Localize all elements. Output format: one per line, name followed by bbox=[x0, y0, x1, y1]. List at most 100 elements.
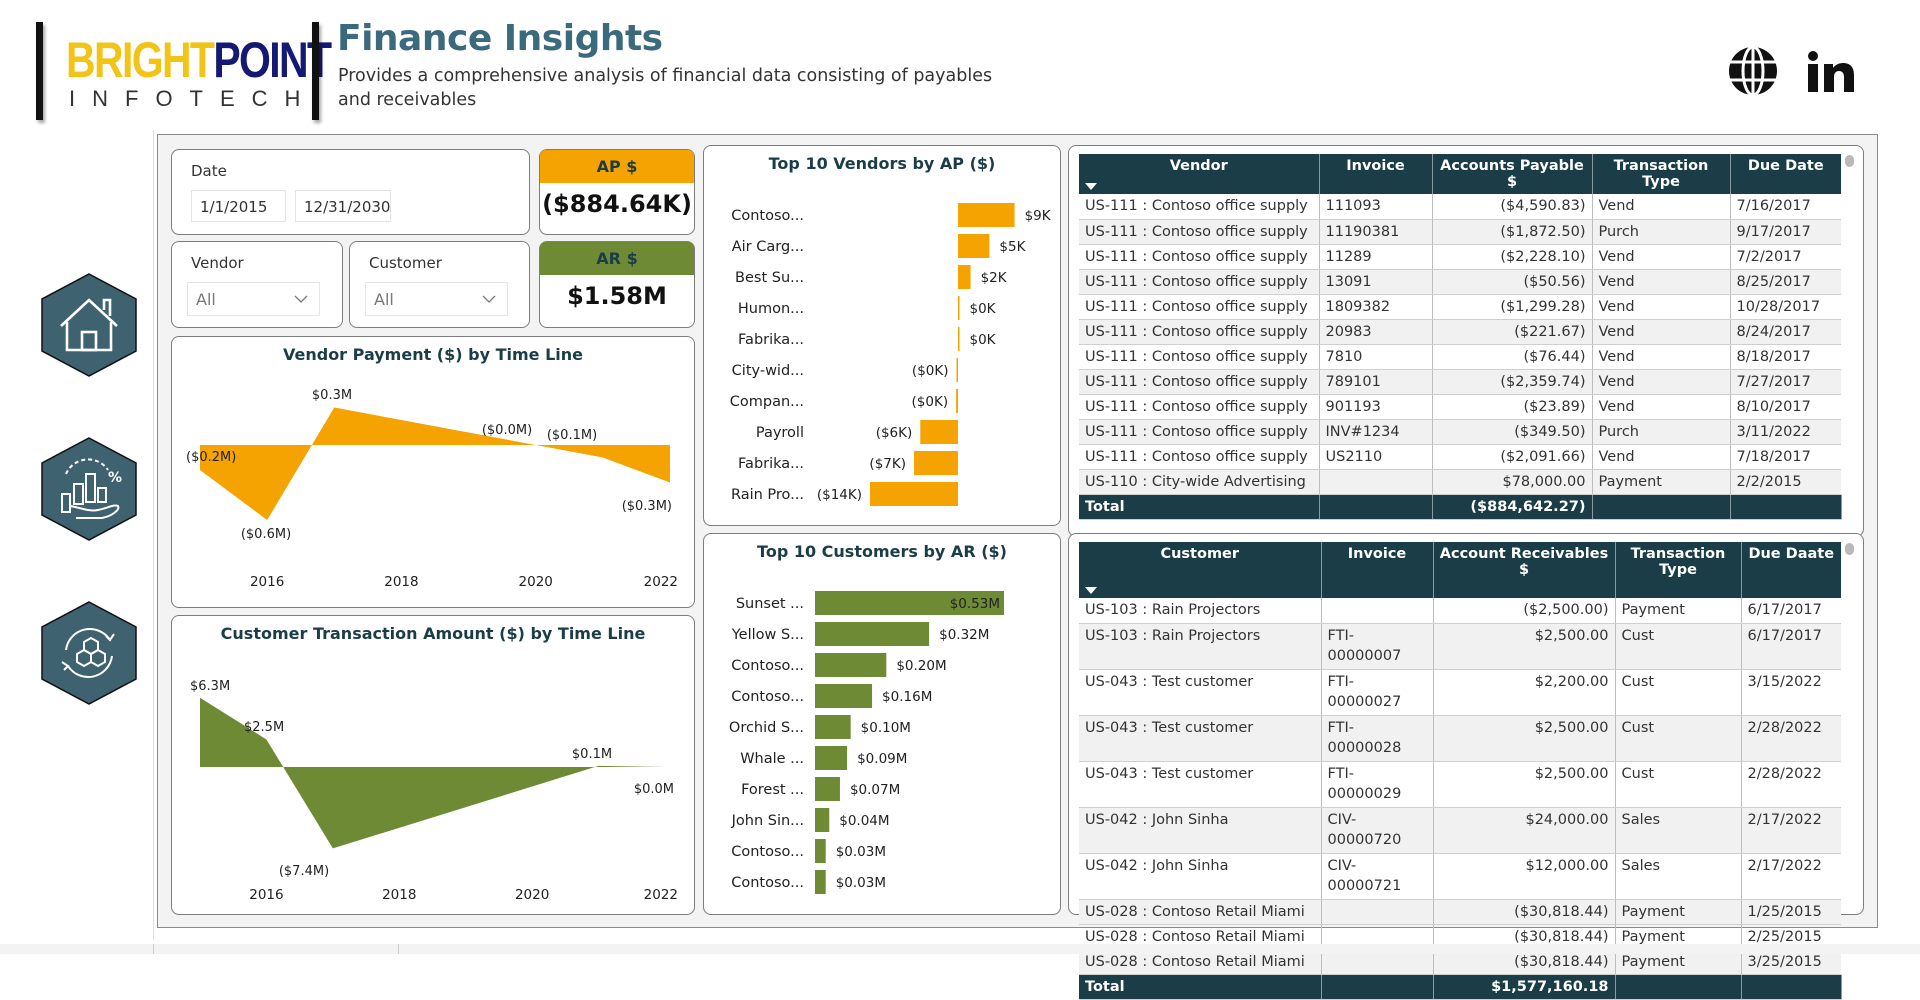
sort-descending-icon[interactable] bbox=[1085, 587, 1097, 594]
customer-slicer: Customer All bbox=[349, 241, 530, 328]
ap-table-row[interactable]: US-110 : City-wide Advertising$78,000.00… bbox=[1079, 469, 1841, 494]
ar-col-header[interactable]: Invoice bbox=[1321, 542, 1433, 598]
ar-table-row[interactable]: US-103 : Rain Projectors($2,500.00)Payme… bbox=[1079, 598, 1841, 623]
ar-cell-due-date: 3/15/2022 bbox=[1741, 669, 1841, 715]
sort-descending-icon[interactable] bbox=[1085, 183, 1097, 190]
bar[interactable] bbox=[815, 839, 826, 863]
data-label: $0.53M bbox=[950, 596, 1000, 612]
ap-col-header[interactable]: Transaction Type bbox=[1592, 154, 1730, 194]
vendor-slicer: Vendor All bbox=[171, 241, 343, 328]
category-label: Payroll bbox=[756, 425, 804, 441]
ar-col-header[interactable]: Due Daate bbox=[1741, 542, 1841, 598]
ar-cell-invoice: CIV-00000721 bbox=[1321, 853, 1433, 899]
ar-col-header[interactable]: Customer bbox=[1079, 542, 1321, 598]
ar-cell-name: US-043 : Test customer bbox=[1079, 761, 1321, 807]
nav-network-button[interactable] bbox=[36, 600, 142, 706]
nav-home-button[interactable] bbox=[36, 272, 142, 378]
bar[interactable] bbox=[958, 327, 960, 351]
bar[interactable] bbox=[914, 451, 958, 475]
x-tick-label: 2016 bbox=[249, 887, 283, 903]
ap-col-header[interactable]: Due Date bbox=[1730, 154, 1841, 194]
ar-cell-invoice: FTI-00000028 bbox=[1321, 715, 1433, 761]
bar[interactable] bbox=[958, 203, 1015, 227]
ap-col-header[interactable]: Accounts Payable $ bbox=[1432, 154, 1592, 194]
data-label: ($6K) bbox=[876, 425, 913, 441]
ar-table-scrollbar[interactable] bbox=[1845, 543, 1854, 555]
ar-cell-invoice: CIV-00000720 bbox=[1321, 807, 1433, 853]
data-label: $0.10M bbox=[861, 720, 911, 736]
data-label: $0K bbox=[970, 301, 997, 317]
bar[interactable] bbox=[920, 420, 958, 444]
ap-cell-invoice: 111093 bbox=[1319, 194, 1432, 219]
ap-col-header[interactable]: Vendor bbox=[1079, 154, 1319, 194]
linkedin-icon[interactable] bbox=[1804, 44, 1858, 98]
date-start-input[interactable]: 1/1/2015 bbox=[191, 190, 286, 222]
nav-finance-button[interactable]: % bbox=[36, 436, 142, 542]
data-label: $0.04M bbox=[839, 813, 889, 829]
ap-cell-type: Purch bbox=[1592, 419, 1730, 444]
ap-cell-type: Vend bbox=[1592, 444, 1730, 469]
vendor-dropdown[interactable]: All bbox=[187, 282, 320, 316]
bar[interactable] bbox=[815, 684, 872, 708]
total-label: Total bbox=[1079, 494, 1319, 519]
bar[interactable] bbox=[956, 389, 958, 413]
ar-col-header[interactable]: Transaction Type bbox=[1615, 542, 1741, 598]
globe-icon[interactable] bbox=[1726, 44, 1780, 98]
date-end-input[interactable]: 12/31/2030 bbox=[295, 190, 391, 222]
total-empty bbox=[1592, 494, 1730, 519]
total-empty bbox=[1321, 974, 1433, 999]
x-tick-label: 2018 bbox=[384, 574, 418, 590]
bar[interactable] bbox=[815, 746, 847, 770]
ar-table-row[interactable]: US-028 : Contoso Retail Miami($30,818.44… bbox=[1079, 899, 1841, 924]
bar[interactable] bbox=[958, 296, 960, 320]
ap-table-total-row: Total($884,642.27) bbox=[1079, 494, 1841, 519]
bar[interactable] bbox=[815, 808, 829, 832]
bar[interactable] bbox=[958, 234, 989, 258]
bar[interactable] bbox=[957, 358, 959, 382]
ar-col-header[interactable]: Account Receivables $ bbox=[1433, 542, 1615, 598]
bar[interactable] bbox=[815, 870, 826, 894]
ap-cell-due-date: 10/28/2017 bbox=[1730, 294, 1841, 319]
customer-transaction-chart: Customer Transaction Amount ($) by Time … bbox=[171, 615, 695, 915]
bar[interactable] bbox=[815, 622, 929, 646]
bar[interactable] bbox=[815, 777, 840, 801]
category-label: Compan... bbox=[730, 394, 804, 410]
bar[interactable] bbox=[870, 482, 958, 506]
ar-cell-amount: $2,200.00 bbox=[1433, 669, 1615, 715]
ap-table-scrollbar[interactable] bbox=[1845, 155, 1854, 167]
ap-cell-name: US-111 : Contoso office supply bbox=[1079, 394, 1319, 419]
report-canvas: Date 1/1/2015 12/31/2030 Vendor All Cust… bbox=[157, 134, 1878, 928]
customer-dropdown[interactable]: All bbox=[365, 282, 508, 316]
bar[interactable] bbox=[815, 653, 886, 677]
category-label: Contoso... bbox=[731, 658, 804, 674]
ar-cell-due-date: 2/17/2022 bbox=[1741, 807, 1841, 853]
column-label: Transaction Type bbox=[1614, 158, 1709, 190]
vendor-payment-area-chart: ($0.2M)($0.6M)$0.3M($0.0M)($0.1M)($0.3M)… bbox=[172, 337, 696, 609]
bar[interactable] bbox=[958, 265, 971, 289]
ap-cell-name: US-111 : Contoso office supply bbox=[1079, 269, 1319, 294]
ap-col-header[interactable]: Invoice bbox=[1319, 154, 1432, 194]
x-tick-label: 2020 bbox=[519, 574, 553, 590]
data-label: ($0.6M) bbox=[241, 527, 291, 542]
logo-bar-left bbox=[36, 22, 43, 120]
bar[interactable] bbox=[815, 715, 851, 739]
